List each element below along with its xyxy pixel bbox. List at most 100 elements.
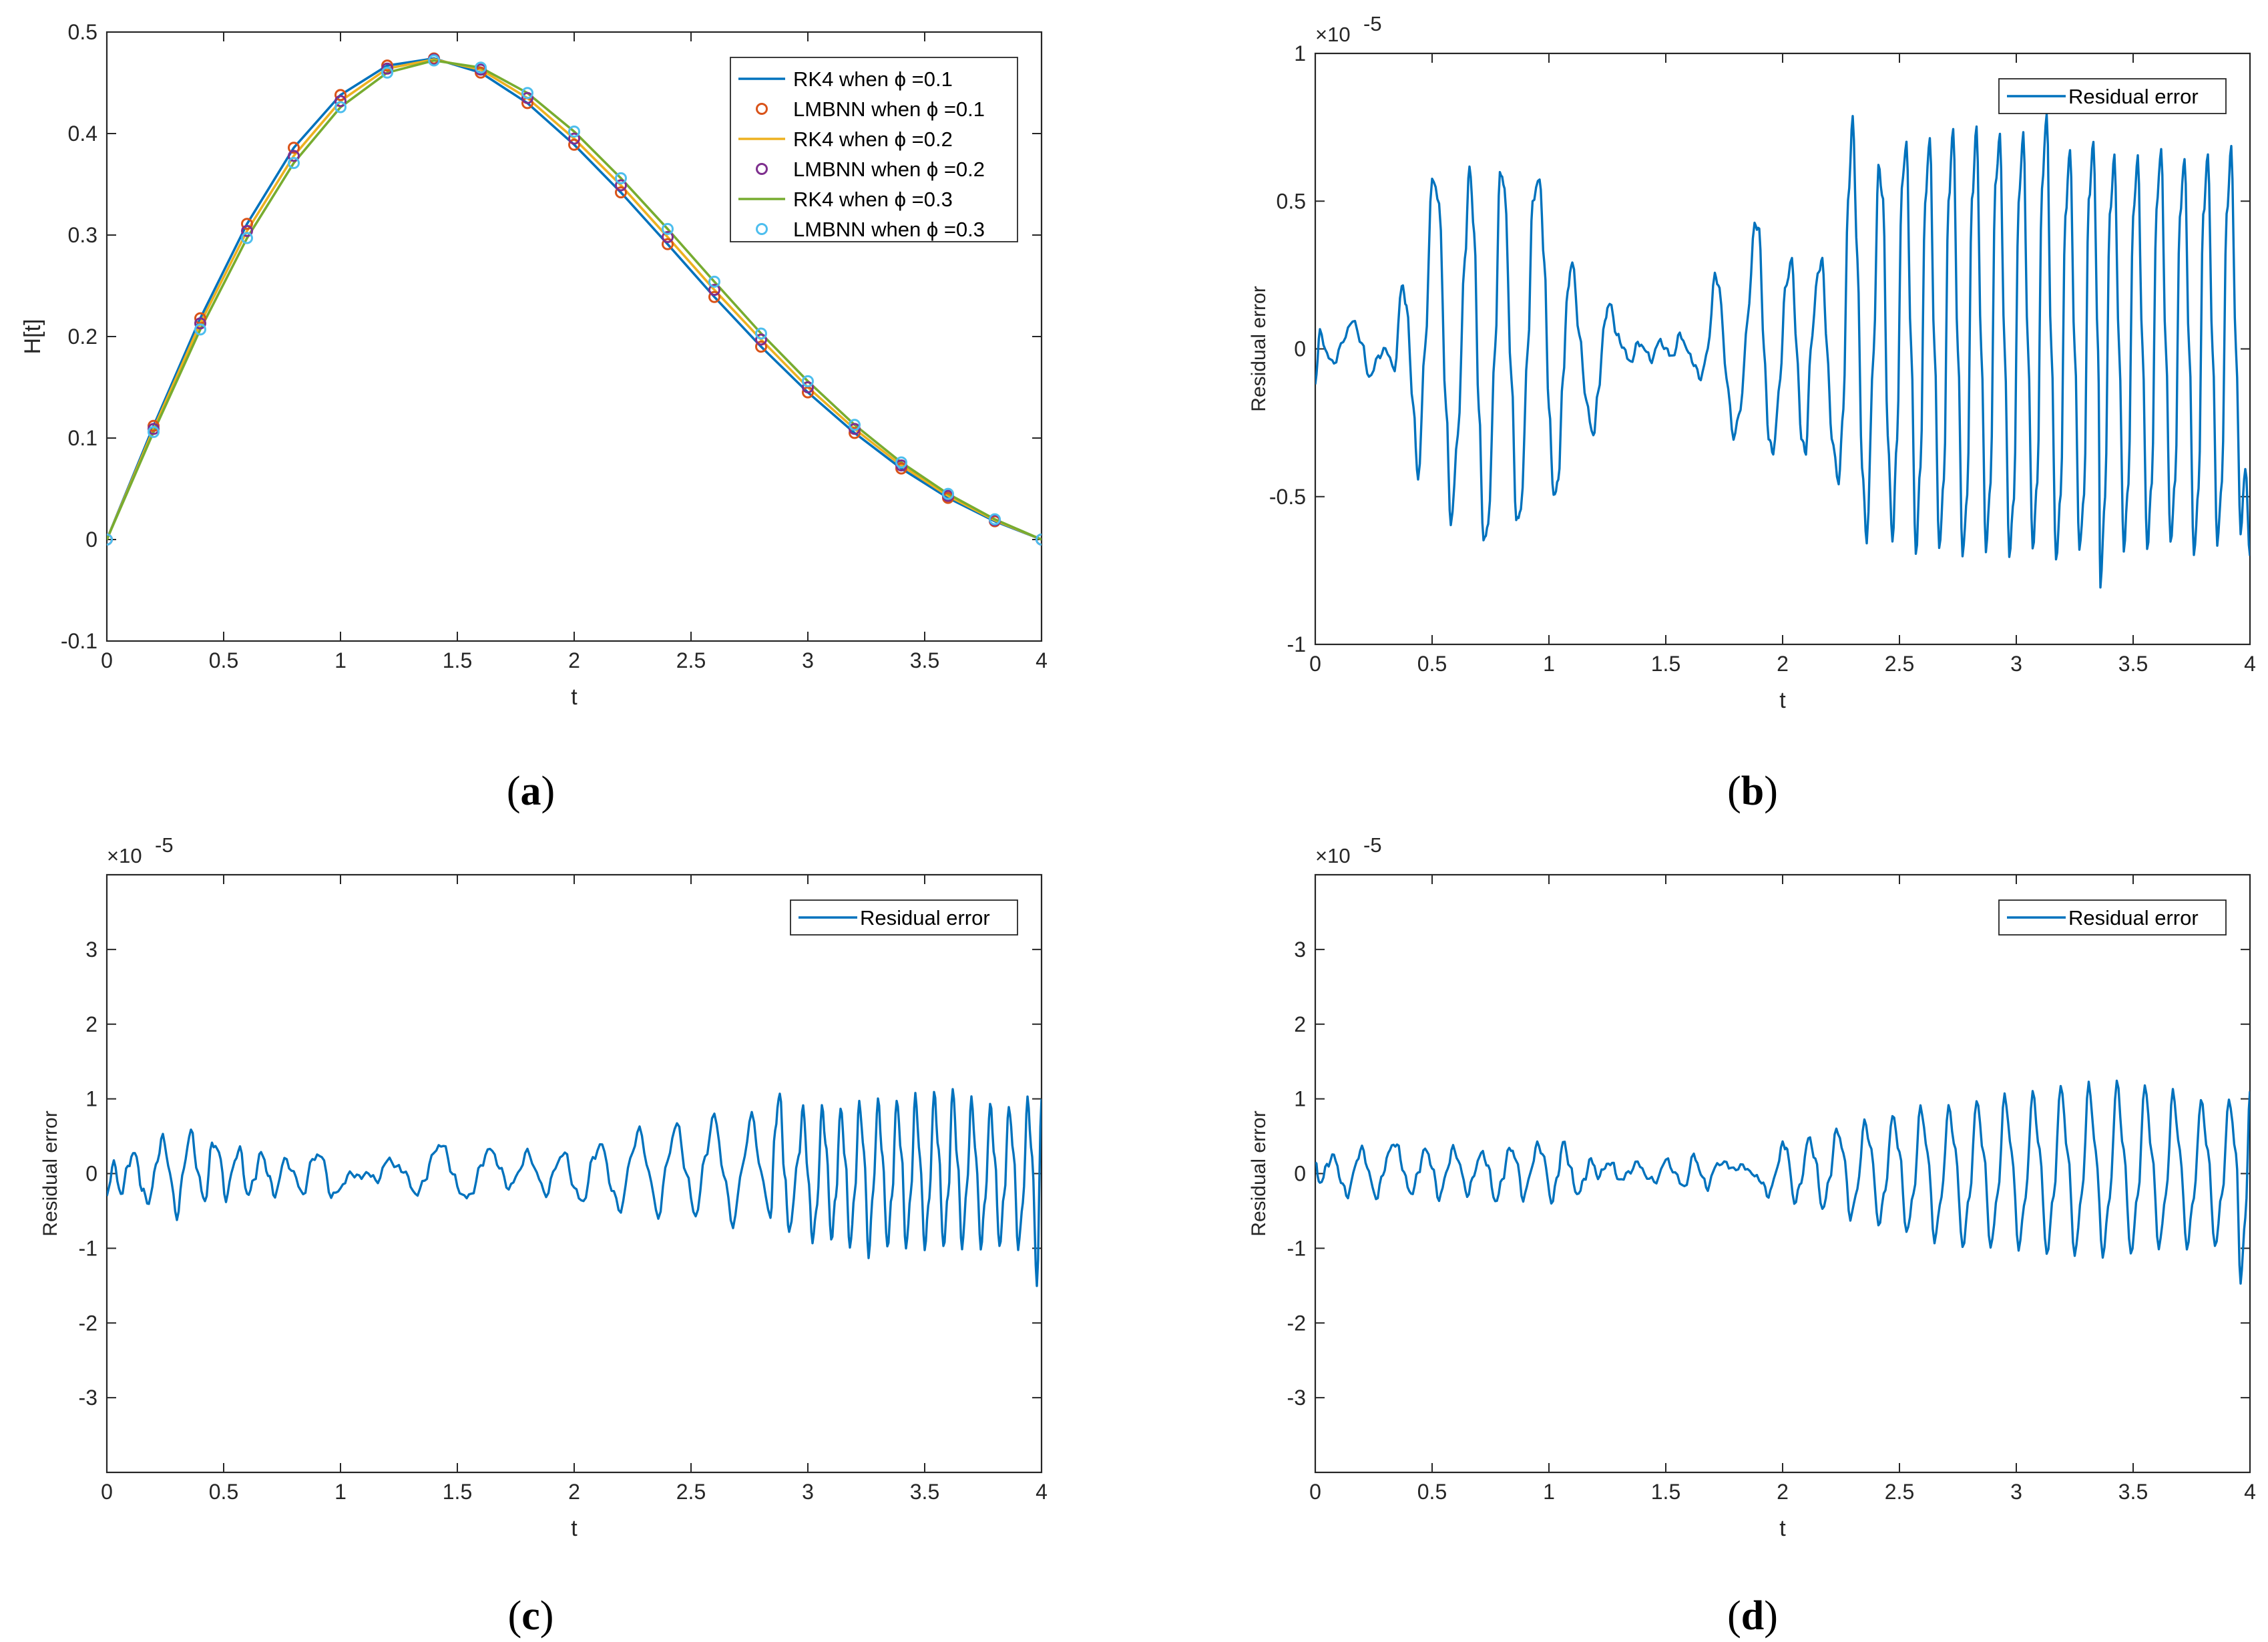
y-axis-label: Residual error (1248, 286, 1270, 411)
x-tick-label: 0.5 (1417, 1480, 1447, 1504)
series-line (107, 59, 1042, 541)
y-tick-label: 0.4 (68, 122, 97, 146)
y-tick-label: 0.5 (1277, 189, 1306, 213)
x-axis-label: t (571, 1516, 578, 1541)
data-point-marker (755, 333, 767, 346)
legend-entry-label: LMBNN when ϕ =0.3 (793, 218, 985, 241)
data-point-marker (755, 341, 767, 353)
x-axis-label: t (1779, 1516, 1786, 1541)
data-point-marker (615, 172, 627, 184)
data-point-marker (895, 456, 907, 469)
y-tick-label: 0.5 (68, 20, 97, 44)
data-point-marker (288, 142, 300, 154)
axis-exponent-power: -5 (1363, 12, 1382, 35)
x-tick-label: 2 (1777, 1480, 1789, 1504)
plot-series-group (1315, 1079, 2250, 1285)
residual-error-line (1315, 1079, 2250, 1285)
y-tick-label: -3 (1287, 1386, 1306, 1410)
caption-paren-close: ) (541, 769, 555, 814)
legend: Residual error (790, 899, 1018, 936)
y-tick-label: -2 (79, 1311, 97, 1335)
x-tick-label: 0.5 (1417, 652, 1447, 676)
chart-panel-c: 0 0.5 1 1.5 2 2.5 3 3.5 4 -3 -2 -1 0 1 2 3 t Residual err… (39, 833, 1048, 1639)
residual-error-line (107, 1088, 1042, 1287)
legend-entry-label: RK4 when ϕ =0.3 (793, 188, 953, 211)
data-point-marker (849, 423, 861, 435)
data-point-marker (802, 381, 814, 393)
x-tick-label: 3 (2010, 652, 2022, 676)
x-tick-label: 4 (1036, 1480, 1048, 1504)
panel-caption: (b) (1727, 769, 1778, 814)
data-point-marker (475, 61, 487, 74)
x-tick-label: 1 (334, 648, 347, 672)
x-tick-label: 3 (2010, 1480, 2022, 1504)
legend-marker-swatch (756, 103, 768, 115)
x-tick-label: 1.5 (1651, 652, 1680, 676)
x-tick-label: 3.5 (2118, 1480, 2148, 1504)
x-tick-label: 1.5 (443, 1480, 472, 1504)
data-point-marker (521, 91, 533, 104)
caption-letter: d (1741, 1593, 1764, 1639)
data-point-marker (568, 132, 580, 145)
legend: RK4 when ϕ =0.1 LMBNN when ϕ =0.1 RK4 when… (730, 57, 1018, 242)
x-tick-label: 1.5 (1651, 1480, 1680, 1504)
legend: Residual error (1998, 899, 2227, 936)
chart-panel-d: 0 0.5 1 1.5 2 2.5 3 3.5 4 -3 -2 -1 0 1 2 3 t Residual err… (1248, 833, 2256, 1639)
x-tick-label: 1 (1543, 1480, 1555, 1504)
legend-entry-label: Residual error (2068, 85, 2199, 108)
y-tick-label: 2 (85, 1012, 97, 1036)
data-point-marker (288, 157, 300, 170)
data-point-marker (1036, 534, 1042, 546)
caption-letter: a (521, 769, 541, 814)
y-tick-label: 1 (1294, 41, 1306, 65)
y-tick-label: 3 (1294, 938, 1306, 962)
data-point-marker (194, 317, 206, 330)
axis-exponent-power: -5 (155, 833, 174, 857)
series-line (107, 57, 1042, 541)
data-point-marker (334, 101, 347, 114)
data-point-marker (708, 275, 720, 288)
y-tick-label: 1 (85, 1087, 97, 1111)
panel-caption: (a) (507, 769, 555, 814)
y-tick-label: -1 (79, 1236, 97, 1260)
y-tick-label: 0.1 (68, 426, 97, 450)
residual-error-line (1315, 113, 2250, 589)
data-point-marker (521, 87, 533, 99)
plot-series-group (1315, 113, 2250, 589)
data-point-marker (708, 290, 720, 303)
chart-panel-a: 0 0.5 1 1.5 2 2.5 3 3.5 4-0.100.10.20.30.40.5tH[… (20, 20, 1048, 814)
axis-exponent-label: ×10 (1315, 844, 1351, 867)
data-point-marker (334, 95, 347, 108)
data-point-marker (615, 186, 627, 199)
data-point-marker (662, 231, 674, 244)
legend-entry-label: Residual error (2068, 906, 2199, 930)
legend-entry-label: LMBNN when ϕ =0.1 (793, 97, 985, 121)
y-tick-label: 3 (85, 938, 97, 962)
x-tick-label: 1.5 (443, 648, 472, 672)
x-tick-label: 0.5 (209, 648, 238, 672)
legend-entry-label: Residual error (860, 906, 990, 930)
y-tick-label: 0.3 (68, 223, 97, 247)
y-tick-label: -1 (1287, 632, 1306, 656)
x-tick-label: 2.5 (1885, 652, 1914, 676)
x-tick-label: 4 (1036, 648, 1048, 672)
axis-exponent-label: ×10 (1315, 23, 1351, 46)
legend-entry-label: RK4 when ϕ =0.1 (793, 67, 953, 91)
y-tick-label: -3 (79, 1386, 97, 1410)
caption-paren-open: ( (1727, 1593, 1741, 1639)
data-point-marker (849, 419, 861, 431)
x-tick-label: 2 (568, 1480, 580, 1504)
legend-marker-swatch (756, 223, 768, 235)
y-tick-label: 0 (1294, 337, 1306, 361)
plot-area (105, 873, 1043, 1474)
x-tick-label: 2.5 (676, 1480, 706, 1504)
x-tick-label: 2 (1777, 652, 1789, 676)
x-tick-label: 1 (334, 1480, 347, 1504)
x-tick-label: 4 (2244, 1480, 2256, 1504)
legend-entry-label: RK4 when ϕ =0.2 (793, 128, 953, 151)
plot-series-group (107, 52, 1042, 546)
series-line (107, 58, 1042, 541)
x-tick-label: 3.5 (910, 1480, 939, 1504)
data-point-marker (849, 427, 861, 439)
